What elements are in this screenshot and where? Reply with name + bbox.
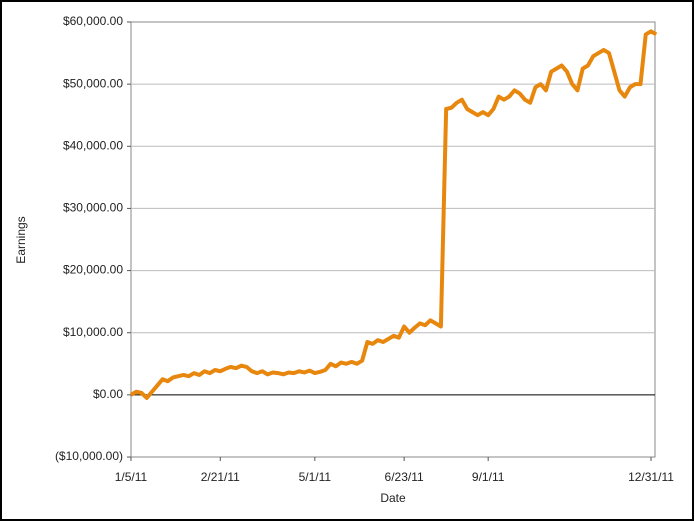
x-tick-label: 9/1/11 — [472, 470, 505, 484]
x-tick-label: 2/21/11 — [201, 470, 240, 484]
x-tick-label: 5/1/11 — [299, 470, 332, 484]
y-axis-title: Earnings — [14, 216, 28, 263]
y-tick-label: $40,000.00 — [63, 138, 123, 152]
y-tick-label: $50,000.00 — [63, 76, 123, 90]
y-tick-label: $20,000.00 — [63, 263, 123, 277]
y-tick-label: $0.00 — [93, 387, 123, 401]
y-tick-label: ($10,000.00) — [55, 449, 123, 463]
x-tick-label: 1/5/11 — [115, 470, 148, 484]
x-tick-label: 6/23/11 — [385, 470, 424, 484]
plot-area — [130, 21, 656, 458]
x-tick-label: 12/31/11 — [628, 470, 674, 484]
y-tick-label: $30,000.00 — [63, 201, 123, 215]
y-tick-label: $10,000.00 — [63, 325, 123, 339]
x-axis-title: Date — [380, 491, 406, 505]
line-series — [129, 29, 658, 400]
y-tick-label: $60,000.00 — [63, 14, 123, 28]
